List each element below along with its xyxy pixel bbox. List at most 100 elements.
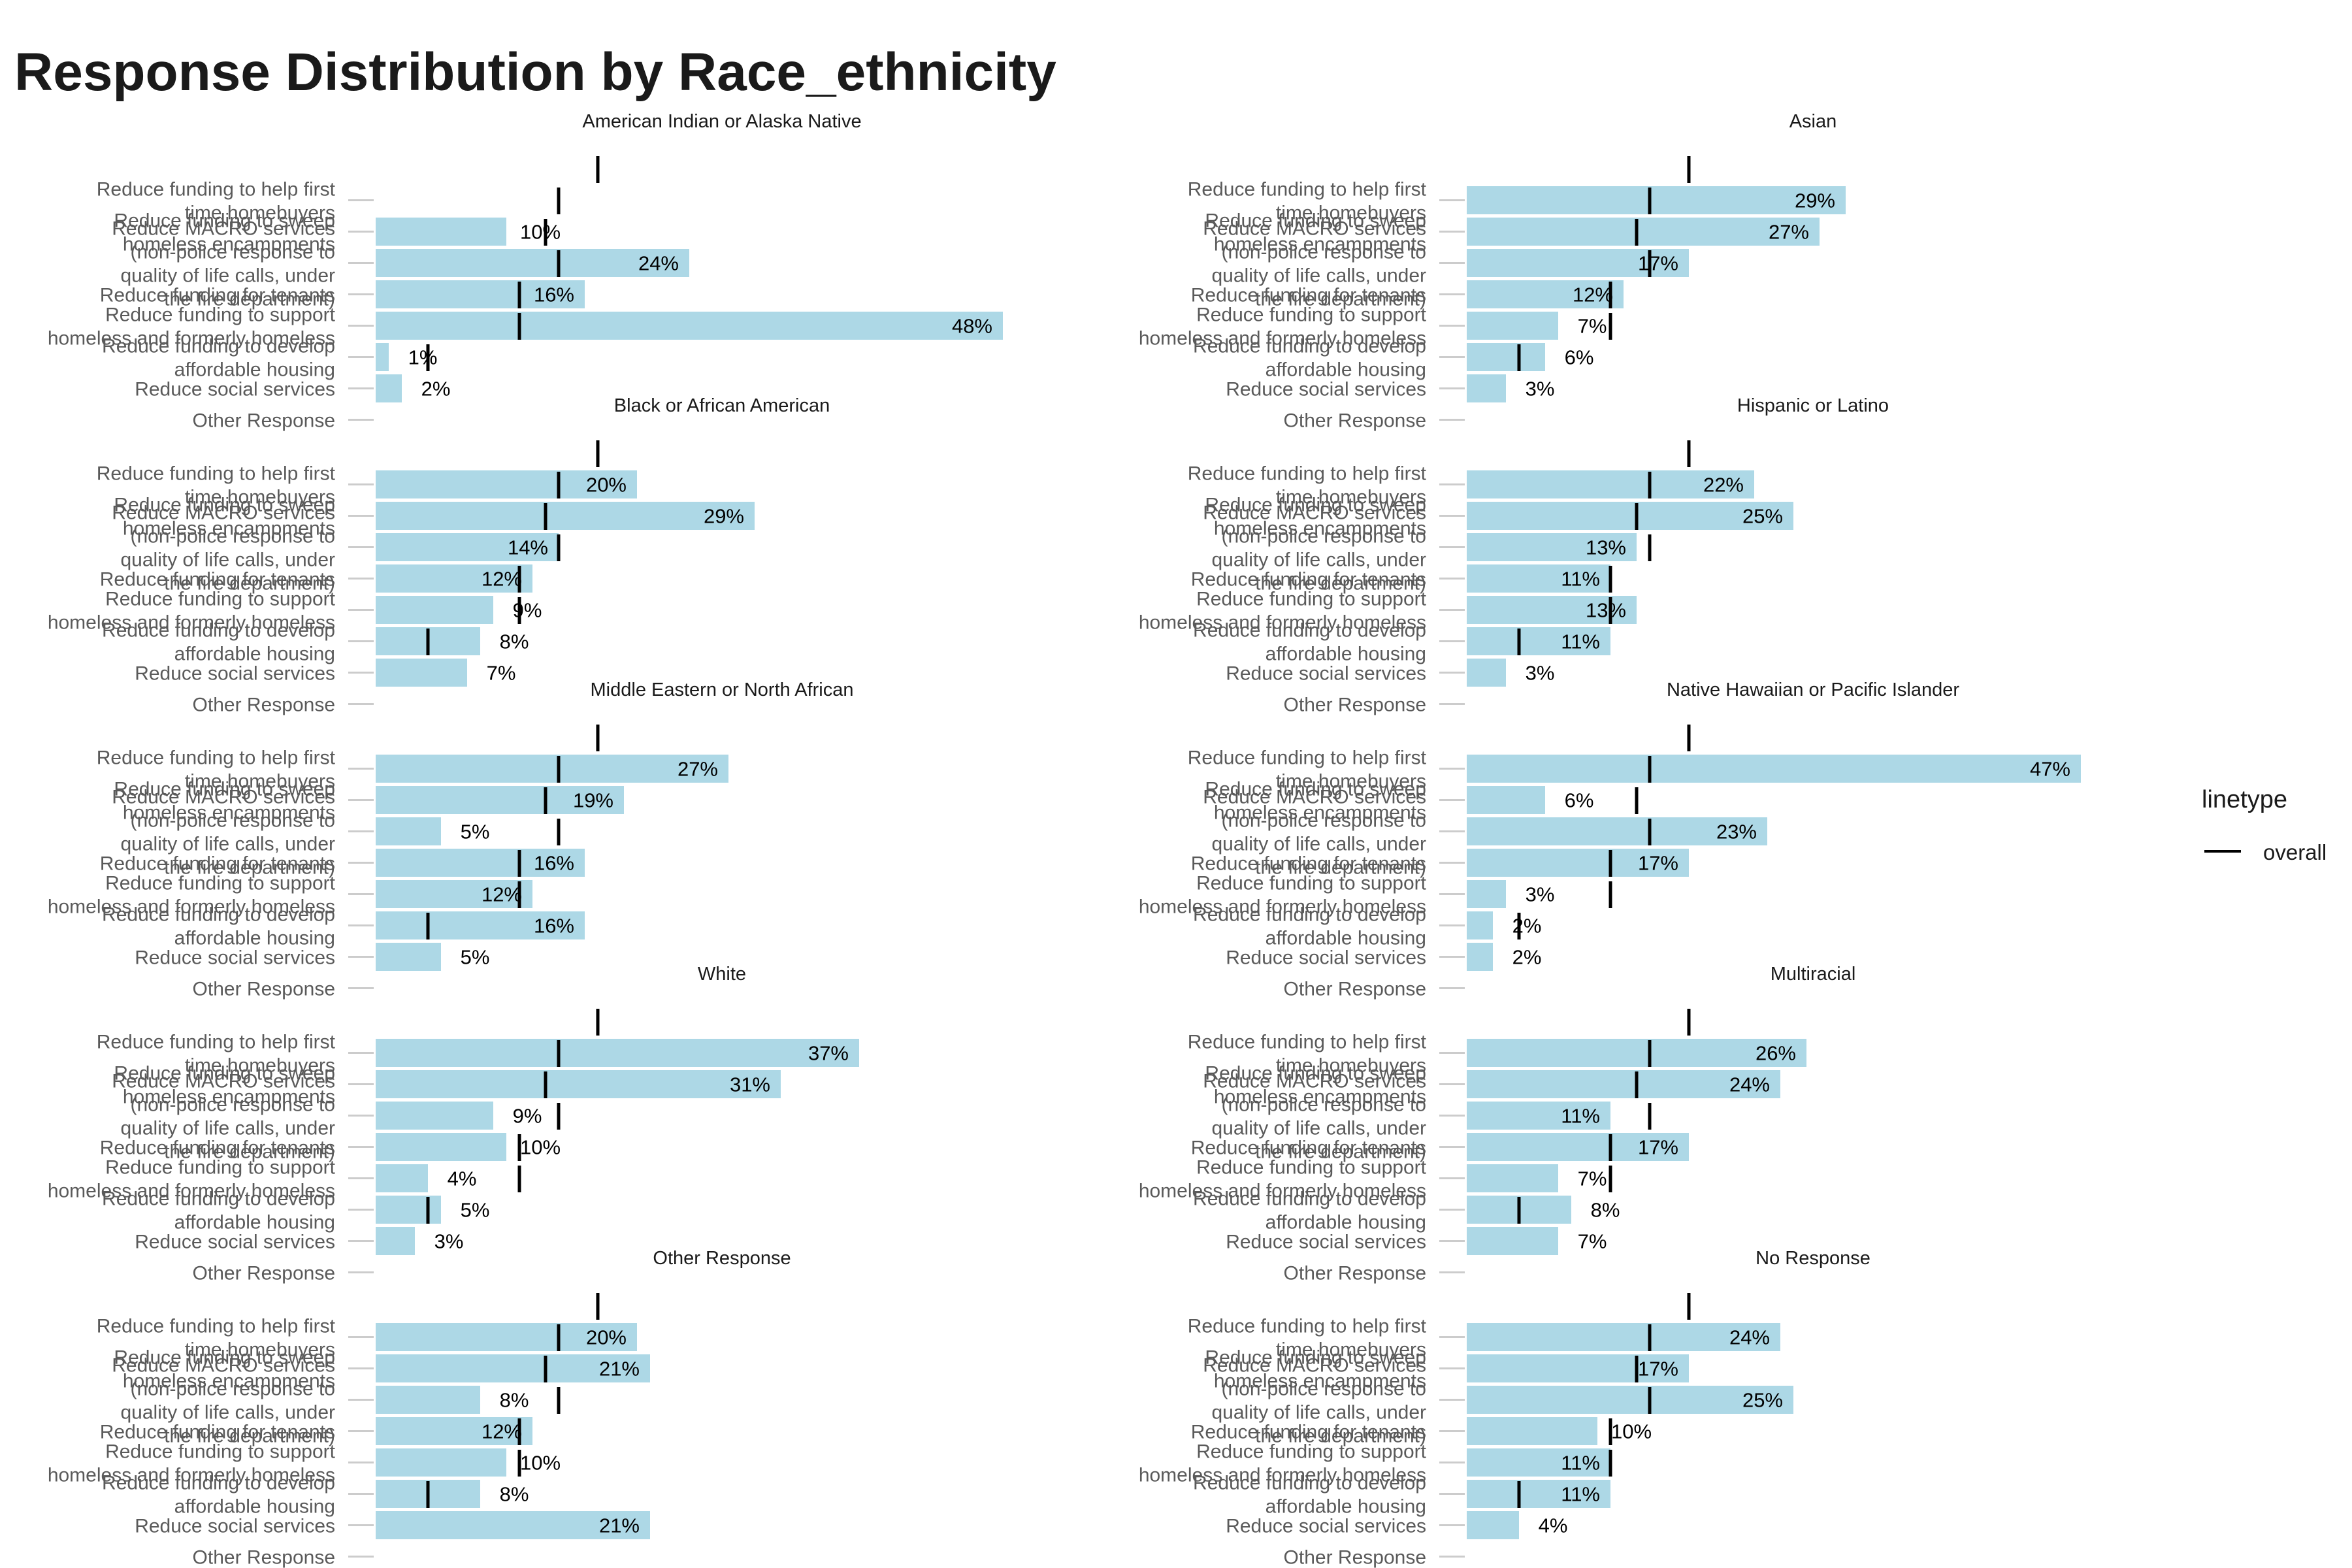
category-label: quality of life calls, under <box>1211 1118 1426 1139</box>
category-label: Reduce funding to support <box>105 1157 336 1179</box>
facet-panels: American Indian or Alaska Native Reduce f… <box>48 111 2081 1568</box>
bar <box>376 943 441 971</box>
category-label: (non-police response to <box>130 810 335 832</box>
category-label: affordable housing <box>174 1496 335 1518</box>
category-label: homeless encampments <box>1214 234 1426 255</box>
category-label: Reduce funding to support <box>105 589 336 610</box>
category-label: Reduce funding to help first <box>97 747 336 769</box>
bar-value-label: 10% <box>520 221 561 244</box>
bar <box>1467 1511 1519 1539</box>
category-label: Reduce social services <box>1226 1232 1426 1253</box>
facet-strip-label: Black or African American <box>614 395 830 416</box>
bar-value-label: 20% <box>586 1326 627 1349</box>
bar-value-label: 8% <box>500 630 529 653</box>
category-label: time homebuyers <box>1276 487 1426 508</box>
bar <box>1467 1386 1793 1414</box>
bar <box>376 786 624 814</box>
bar-value-label: 27% <box>678 758 718 781</box>
bar-value-label: 9% <box>513 599 542 622</box>
bar <box>376 659 467 687</box>
category-label: Reduce funding to sweep <box>1205 210 1426 232</box>
bar <box>376 1070 781 1098</box>
category-label: Reduce funding to help first <box>97 1032 336 1053</box>
bar-value-label: 22% <box>1703 474 1744 497</box>
bar-value-label: 11% <box>1561 1452 1600 1475</box>
category-label: Other Response <box>193 694 335 716</box>
bar-value-label: 11% <box>1561 630 1600 653</box>
bar-value-label: 2% <box>1512 915 1542 938</box>
category-label: Reduce funding to develop <box>102 904 335 926</box>
bar <box>1467 1102 1610 1130</box>
category-label: affordable housing <box>1266 644 1426 665</box>
category-label: time homebuyers <box>1276 203 1426 224</box>
bar-value-label: 3% <box>1526 662 1555 685</box>
bar-value-label: 48% <box>952 315 992 338</box>
bar <box>376 755 728 783</box>
category-label: Other Response <box>1284 979 1426 1000</box>
bar <box>376 249 689 277</box>
bar-value-label: 25% <box>1742 1389 1783 1412</box>
facet-strip-label: Multiracial <box>1771 964 1856 985</box>
category-label: Reduce funding to support <box>1196 589 1427 610</box>
category-label: time homebuyers <box>185 487 335 508</box>
category-label: affordable housing <box>174 359 335 381</box>
category-label: quality of life calls, under <box>120 834 335 855</box>
bar-value-label: 19% <box>573 789 613 812</box>
bar-value-label: 16% <box>534 915 574 938</box>
category-label: homeless and formerly homeless <box>48 328 335 350</box>
category-label: the fire department) <box>1255 1141 1426 1163</box>
bar-value-label: 5% <box>461 946 490 969</box>
bar <box>1467 786 1545 814</box>
category-label: quality of life calls, under <box>120 1402 335 1424</box>
bar <box>376 880 532 908</box>
bar-value-label: 24% <box>1729 1326 1770 1349</box>
category-label: Other Response <box>1284 410 1426 432</box>
bar <box>376 1448 506 1477</box>
bar-value-label: 16% <box>534 852 574 875</box>
facet-panel: Hispanic or Latino Reduce funding to help… <box>1139 395 1889 716</box>
category-label: time homebuyers <box>1276 1339 1426 1361</box>
category-label: Reduce funding for tenants <box>100 1422 335 1443</box>
bar-value-label: 8% <box>1591 1199 1620 1222</box>
bar <box>1467 564 1610 593</box>
bar-value-label: 3% <box>1526 378 1555 400</box>
legend-entry-overall: overall <box>2263 840 2327 864</box>
category-label: (non-police response to <box>1221 1094 1426 1116</box>
category-label: homeless and formerly homeless <box>1139 612 1426 634</box>
category-label: quality of life calls, under <box>120 549 335 571</box>
category-label: Reduce funding for tenants <box>100 1137 335 1159</box>
category-label: Reduce social services <box>1226 1516 1426 1537</box>
category-label: affordable housing <box>1266 359 1426 381</box>
category-label: the fire department) <box>164 1426 335 1447</box>
category-label: homeless and formerly homeless <box>1139 896 1426 918</box>
bar <box>1467 1354 1689 1382</box>
category-label: (non-police response to <box>1221 242 1426 263</box>
category-label: Reduce funding to support <box>1196 873 1427 894</box>
category-label: Reduce MACRO services <box>112 1355 335 1377</box>
category-label: time homebuyers <box>185 771 335 792</box>
category-label: time homebuyers <box>1276 1055 1426 1077</box>
bar-value-label: 3% <box>1526 883 1555 906</box>
category-label: Other Response <box>1284 1263 1426 1284</box>
category-label: (non-police response to <box>130 1094 335 1116</box>
bar <box>1467 1133 1689 1161</box>
category-label: (non-police response to <box>130 1379 335 1400</box>
category-label: quality of life calls, under <box>1211 834 1426 855</box>
bar-value-label: 29% <box>704 505 744 528</box>
facet-panel: Black or African American Reduce funding … <box>48 395 830 716</box>
bar-value-label: 8% <box>500 1483 529 1506</box>
bar <box>376 1196 441 1224</box>
category-label: Reduce funding to support <box>1196 304 1427 326</box>
category-label: homeless encampments <box>123 234 335 255</box>
category-label: Reduce social services <box>1226 379 1426 400</box>
category-label: the fire department) <box>164 573 335 595</box>
bar-value-label: 8% <box>500 1389 529 1412</box>
bar-value-label: 21% <box>599 1514 640 1537</box>
category-label: Reduce social services <box>135 1232 335 1253</box>
bar <box>376 1511 650 1539</box>
bar-value-label: 27% <box>1769 221 1809 244</box>
category-label: the fire department) <box>1255 289 1426 310</box>
bar-value-label: 2% <box>421 378 451 400</box>
